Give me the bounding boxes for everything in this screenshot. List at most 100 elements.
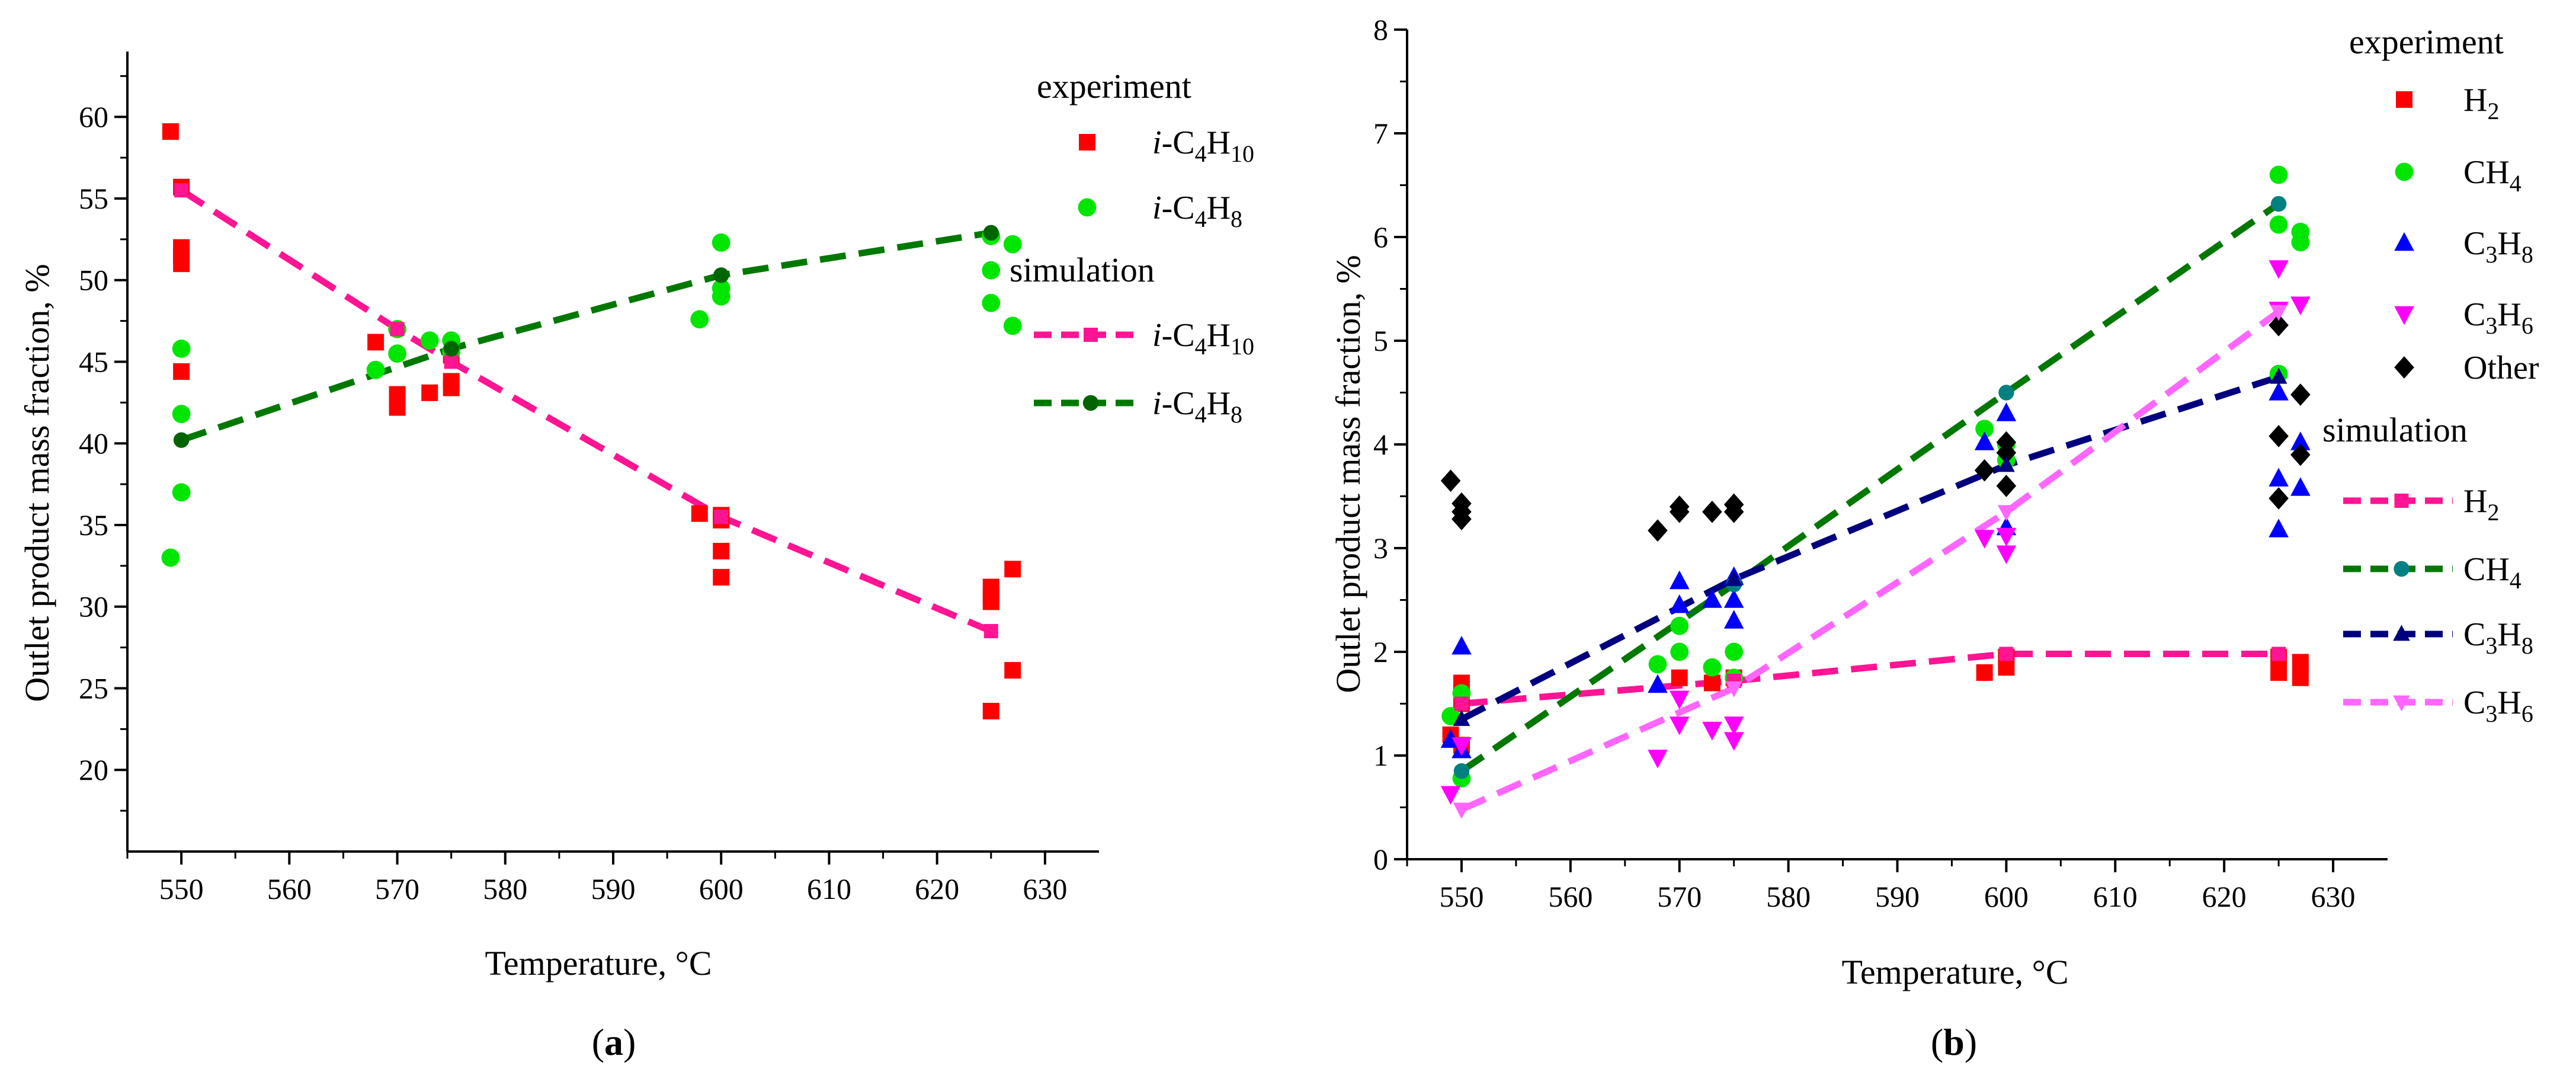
panel-b-y-axis-title: Outlet product mass fraction, % [1329, 255, 1367, 693]
legend-label-simulation-h2: H2 [2463, 483, 2499, 526]
x-tick-label: 580 [1766, 880, 1811, 913]
experiment-i-c4h10-point [173, 363, 190, 380]
experiment-other-point [1648, 519, 1668, 542]
simulation-c3h8-marker [1453, 710, 1470, 726]
experiment-c3h8-point [1648, 674, 1668, 693]
experiment-i-c4h8-point [172, 483, 191, 502]
experiment-h2-point [1703, 674, 1720, 692]
simulation-ch4-marker [2270, 196, 2287, 212]
legend-marker-swatch [2394, 494, 2409, 508]
experiment-i-c4h10-point [162, 123, 179, 140]
y-tick-label: 35 [79, 508, 108, 542]
legend-marker-swatch [1079, 134, 1095, 151]
x-tick-label: 620 [915, 872, 959, 905]
panel-b-x-axis-title: Temperature, °C [1841, 953, 2068, 991]
experiment-c3h8-point [1974, 431, 1995, 450]
legend-italic-prefix: i [1152, 124, 1162, 161]
experiment-ch4-point [1670, 616, 1689, 635]
legend-label-experiment-ch4: CH4 [2463, 154, 2521, 197]
x-tick-label: 610 [807, 872, 851, 905]
experiment-c3h6-point [2290, 296, 2311, 315]
legend-label-experiment-i-c4h8: i-C4H8 [1152, 190, 1242, 232]
legend-formula-part: -C [1162, 317, 1195, 354]
legend-formula-part: CH [2463, 551, 2510, 588]
legend-label-simulation-ch4: CH4 [2463, 551, 2521, 594]
experiment-c3h8-point [1723, 589, 1744, 608]
legend-label-simulation-i-c4h8: i-C4H8 [1152, 385, 1242, 428]
experiment-i-c4h10-point [713, 543, 730, 560]
chart-panel-b: 550 560 570 580 590 600 610 620 630 0 1 2 3 4 5 6 7 8 Out… [1329, 13, 2539, 1063]
panel-a-legend-experiment-title: experiment [1037, 67, 1191, 105]
panel-a-x-axis-title: Temperature, °C [485, 944, 712, 982]
simulation-ch4-marker [1453, 763, 1470, 779]
x-tick-label: 590 [591, 872, 636, 905]
experiment-c3h6-point [1669, 690, 1690, 709]
panel-b-label: (b) [1931, 1021, 1977, 1063]
panel-b-legend: experiment simulation H2CH4C3H8C3H6Other… [2322, 23, 2539, 727]
legend-subscript: 6 [2521, 312, 2533, 339]
experiment-c3h8-point [2269, 519, 2289, 537]
y-tick-label: 25 [79, 671, 108, 705]
legend-label-experiment-other: Other [2463, 350, 2539, 386]
y-tick-label: 0 [1373, 843, 1388, 876]
panel-b-axes: 550 560 570 580 590 600 610 620 630 0 1 2 3 4 5 6 7 8 [1373, 13, 2388, 913]
legend-formula-part: H [2463, 82, 2487, 119]
experiment-other-point [1996, 475, 2017, 497]
legend-subscript: 10 [1231, 333, 1254, 360]
simulation-c3h8-line [1460, 373, 2280, 722]
experiment-h2-point [2270, 664, 2287, 681]
legend-marker-swatch [1082, 395, 1099, 411]
legend-formula-part: H [2497, 616, 2521, 653]
experiment-h2-point [1671, 669, 1688, 686]
y-tick-label: 1 [1373, 739, 1388, 772]
y-tick-label: 40 [79, 427, 108, 460]
legend-label-simulation-c3h8: C3H8 [2463, 616, 2533, 659]
simulation-i-c4h8-marker [983, 225, 999, 241]
legend-label-experiment-c3h6: C3H6 [2463, 296, 2533, 339]
simulation-ch4-marker [1998, 385, 2014, 401]
legend-label-experiment-i-c4h10: i-C4H10 [1152, 124, 1254, 167]
simulation-i-c4h10-marker [390, 322, 405, 337]
legend-marker-swatch [2394, 356, 2414, 379]
legend-formula-part: H [1207, 190, 1231, 226]
experiment-ch4-point [1648, 655, 1667, 674]
legend-formula-part: C [2463, 684, 2485, 721]
legend-subscript: 8 [2521, 632, 2533, 659]
experiment-i-c4h8-point [420, 331, 439, 350]
experiment-c3h6-point [1723, 716, 1744, 735]
experiment-c3h6-point [1648, 750, 1668, 769]
experiment-c3h6-point [1996, 527, 2017, 547]
experiment-i-c4h8-point [1003, 316, 1022, 335]
x-tick-label: 550 [1439, 880, 1484, 913]
panel-b-legend-experiment-title: experiment [2349, 23, 2504, 61]
legend-subscript: 3 [2485, 312, 2497, 339]
legend-subscript: 4 [1195, 140, 1207, 167]
x-tick-label: 630 [1023, 872, 1067, 905]
experiment-other-point [1723, 500, 1744, 523]
experiment-c3h8-point [2269, 468, 2289, 487]
experiment-i-c4h10-point [173, 255, 190, 273]
experiment-i-c4h10-point [367, 334, 385, 351]
panel-b-simulation-lines [1459, 201, 2281, 813]
legend-subscript: 3 [2485, 700, 2497, 727]
chart-panel-a: 550 560 570 580 590 600 610 620 6302025303540455… [18, 52, 1254, 1063]
experiment-other-point [1452, 508, 1472, 530]
legend-marker-swatch [2394, 232, 2414, 251]
experiment-other-point [2290, 443, 2311, 466]
experiment-i-c4h8-point [161, 548, 180, 567]
experiment-c3h6-point [1974, 530, 1995, 549]
simulation-c3h6-marker [1997, 505, 2015, 521]
y-tick-label: 60 [79, 100, 108, 133]
legend-subscript: 4 [1195, 333, 1207, 360]
legend-subscript: 8 [1231, 401, 1242, 428]
experiment-c3h8-point [2290, 431, 2311, 450]
experiment-i-c4h8-point [172, 340, 191, 358]
simulation-i-c4h8-line [180, 229, 992, 443]
panel-a-legend: experiment simulation i-C4H10i-C4H8i-C4H… [1010, 67, 1254, 428]
simulation-h2-line [1461, 651, 2279, 707]
legend-formula-part: H [2497, 296, 2521, 333]
simulation-i-c4h8-marker [713, 267, 729, 283]
experiment-ch4-point [1441, 707, 1460, 725]
experiment-ch4-point [2269, 215, 2288, 234]
y-tick-label: 7 [1373, 117, 1388, 150]
